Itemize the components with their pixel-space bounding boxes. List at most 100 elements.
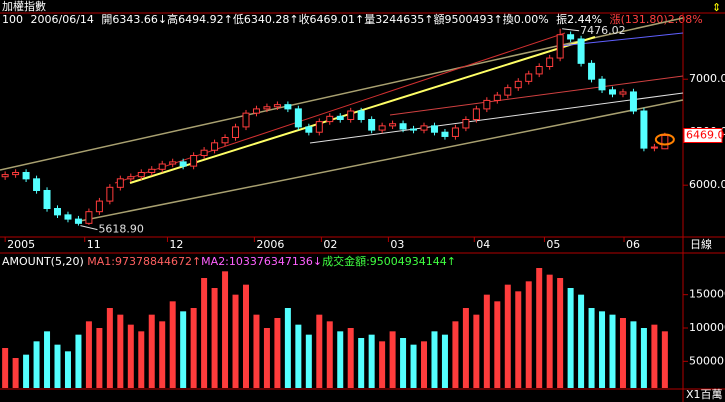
volume-bar (85, 321, 92, 388)
candle-body (85, 211, 93, 224)
candle-body (336, 115, 344, 120)
candle-body (305, 126, 313, 133)
candle-body (1, 174, 9, 178)
info: 開6343.66↓ (101, 13, 167, 26)
annotation-leader (80, 225, 98, 231)
volume-bar (96, 328, 103, 388)
volume-bar (368, 334, 375, 388)
volume-bar (431, 331, 438, 388)
candle-body (546, 57, 554, 68)
volume-bar (358, 338, 365, 388)
candle-body (22, 171, 30, 180)
info: 量3244635↑ (364, 13, 433, 26)
candle-body (315, 121, 323, 133)
candle-body (106, 186, 114, 202)
volume-bar (651, 324, 658, 388)
volume-bar (441, 334, 448, 388)
candle-body (200, 149, 208, 157)
candle-body (598, 78, 606, 91)
y-tick-label: 150000 (689, 288, 725, 301)
x-tick-label: 05 (546, 238, 560, 251)
annotation: 5618.90 (98, 223, 143, 236)
candle-body (462, 118, 470, 129)
volume-bar (389, 331, 396, 388)
volume-bar (588, 308, 595, 388)
candle-body (263, 106, 271, 110)
x-tick-label: 03 (390, 238, 404, 251)
candle-body (629, 91, 637, 112)
y-tick-label: 7000.0 (689, 72, 725, 85)
volume-bar (232, 294, 239, 388)
candle-body (410, 128, 418, 131)
candle-body (357, 110, 365, 120)
candle-body (326, 115, 334, 123)
volume-bar (106, 308, 113, 388)
info-line: 100 2006/06/14 開6343.66↓高6494.92↑低6340.2… (2, 12, 703, 26)
candle-body (493, 94, 501, 101)
candle-body (661, 134, 669, 150)
info-change: 漲(131.80)2.08% (610, 13, 703, 26)
scroll-icon[interactable]: ⇕ (712, 1, 721, 14)
y-tick-label: 50000 (689, 354, 724, 367)
frame (0, 12, 725, 402)
candle-body (368, 118, 376, 131)
volume-bar (599, 311, 606, 388)
volume-bar (138, 331, 145, 388)
x-axis-label: 日線 (690, 237, 712, 251)
volume-bar (305, 334, 312, 388)
volume-bar (661, 331, 668, 388)
candle-body (211, 142, 219, 151)
volume-bar (190, 308, 197, 388)
last-marker (654, 133, 675, 146)
candle-body (116, 178, 124, 188)
candle-body (378, 125, 386, 131)
candle-body (535, 66, 543, 75)
volume-bar (326, 321, 333, 388)
price-panel: 6000.06500.07000.02005111220060203040506… (1, 24, 725, 251)
x-tick-label: 2006 (256, 238, 284, 251)
volume-bar (421, 341, 428, 388)
candle-body (504, 87, 512, 96)
candle-body (252, 108, 260, 114)
volume-bar (295, 324, 302, 388)
candle-body (148, 168, 156, 173)
candle-body (525, 73, 533, 82)
info: 2006/06/14 (31, 13, 94, 26)
volume-bar (23, 354, 30, 388)
candle-body (190, 155, 198, 167)
info: 高6494.92↑ (167, 12, 233, 26)
annotation-leader (562, 28, 580, 32)
volume-bar (263, 328, 270, 388)
annotation: 7476.02 (580, 24, 626, 37)
volume-bar (525, 281, 532, 388)
volume-bar (347, 328, 354, 388)
volume-bar (473, 314, 480, 388)
volume-bar (400, 338, 407, 388)
volume-bar (567, 288, 574, 388)
volume-bar (494, 301, 501, 388)
volume-bar (169, 301, 176, 388)
candle-body (441, 131, 449, 137)
volume-title-part: AMOUNT(5,20) (2, 255, 84, 268)
candle-body (567, 34, 575, 40)
x-tick-label: 02 (323, 238, 337, 251)
candle-body (33, 178, 41, 191)
candle-body (483, 99, 491, 110)
volume-bar (75, 334, 82, 388)
volume-bar (557, 278, 564, 388)
candle-body (399, 123, 407, 130)
candle-body (640, 110, 648, 149)
volume-bar (44, 331, 51, 388)
volume-bar (159, 321, 166, 388)
volume-bar (253, 314, 260, 388)
volume-bar (483, 294, 490, 388)
candle-body (650, 146, 658, 149)
candle-body (12, 171, 20, 176)
price-tag: 6469.0 (686, 128, 725, 141)
candle-body (389, 123, 397, 127)
candle-body (127, 176, 135, 180)
volume-bar (12, 358, 19, 388)
volume-bar (640, 328, 647, 388)
x-tick-label: 11 (87, 238, 101, 251)
candle-body (451, 127, 459, 137)
